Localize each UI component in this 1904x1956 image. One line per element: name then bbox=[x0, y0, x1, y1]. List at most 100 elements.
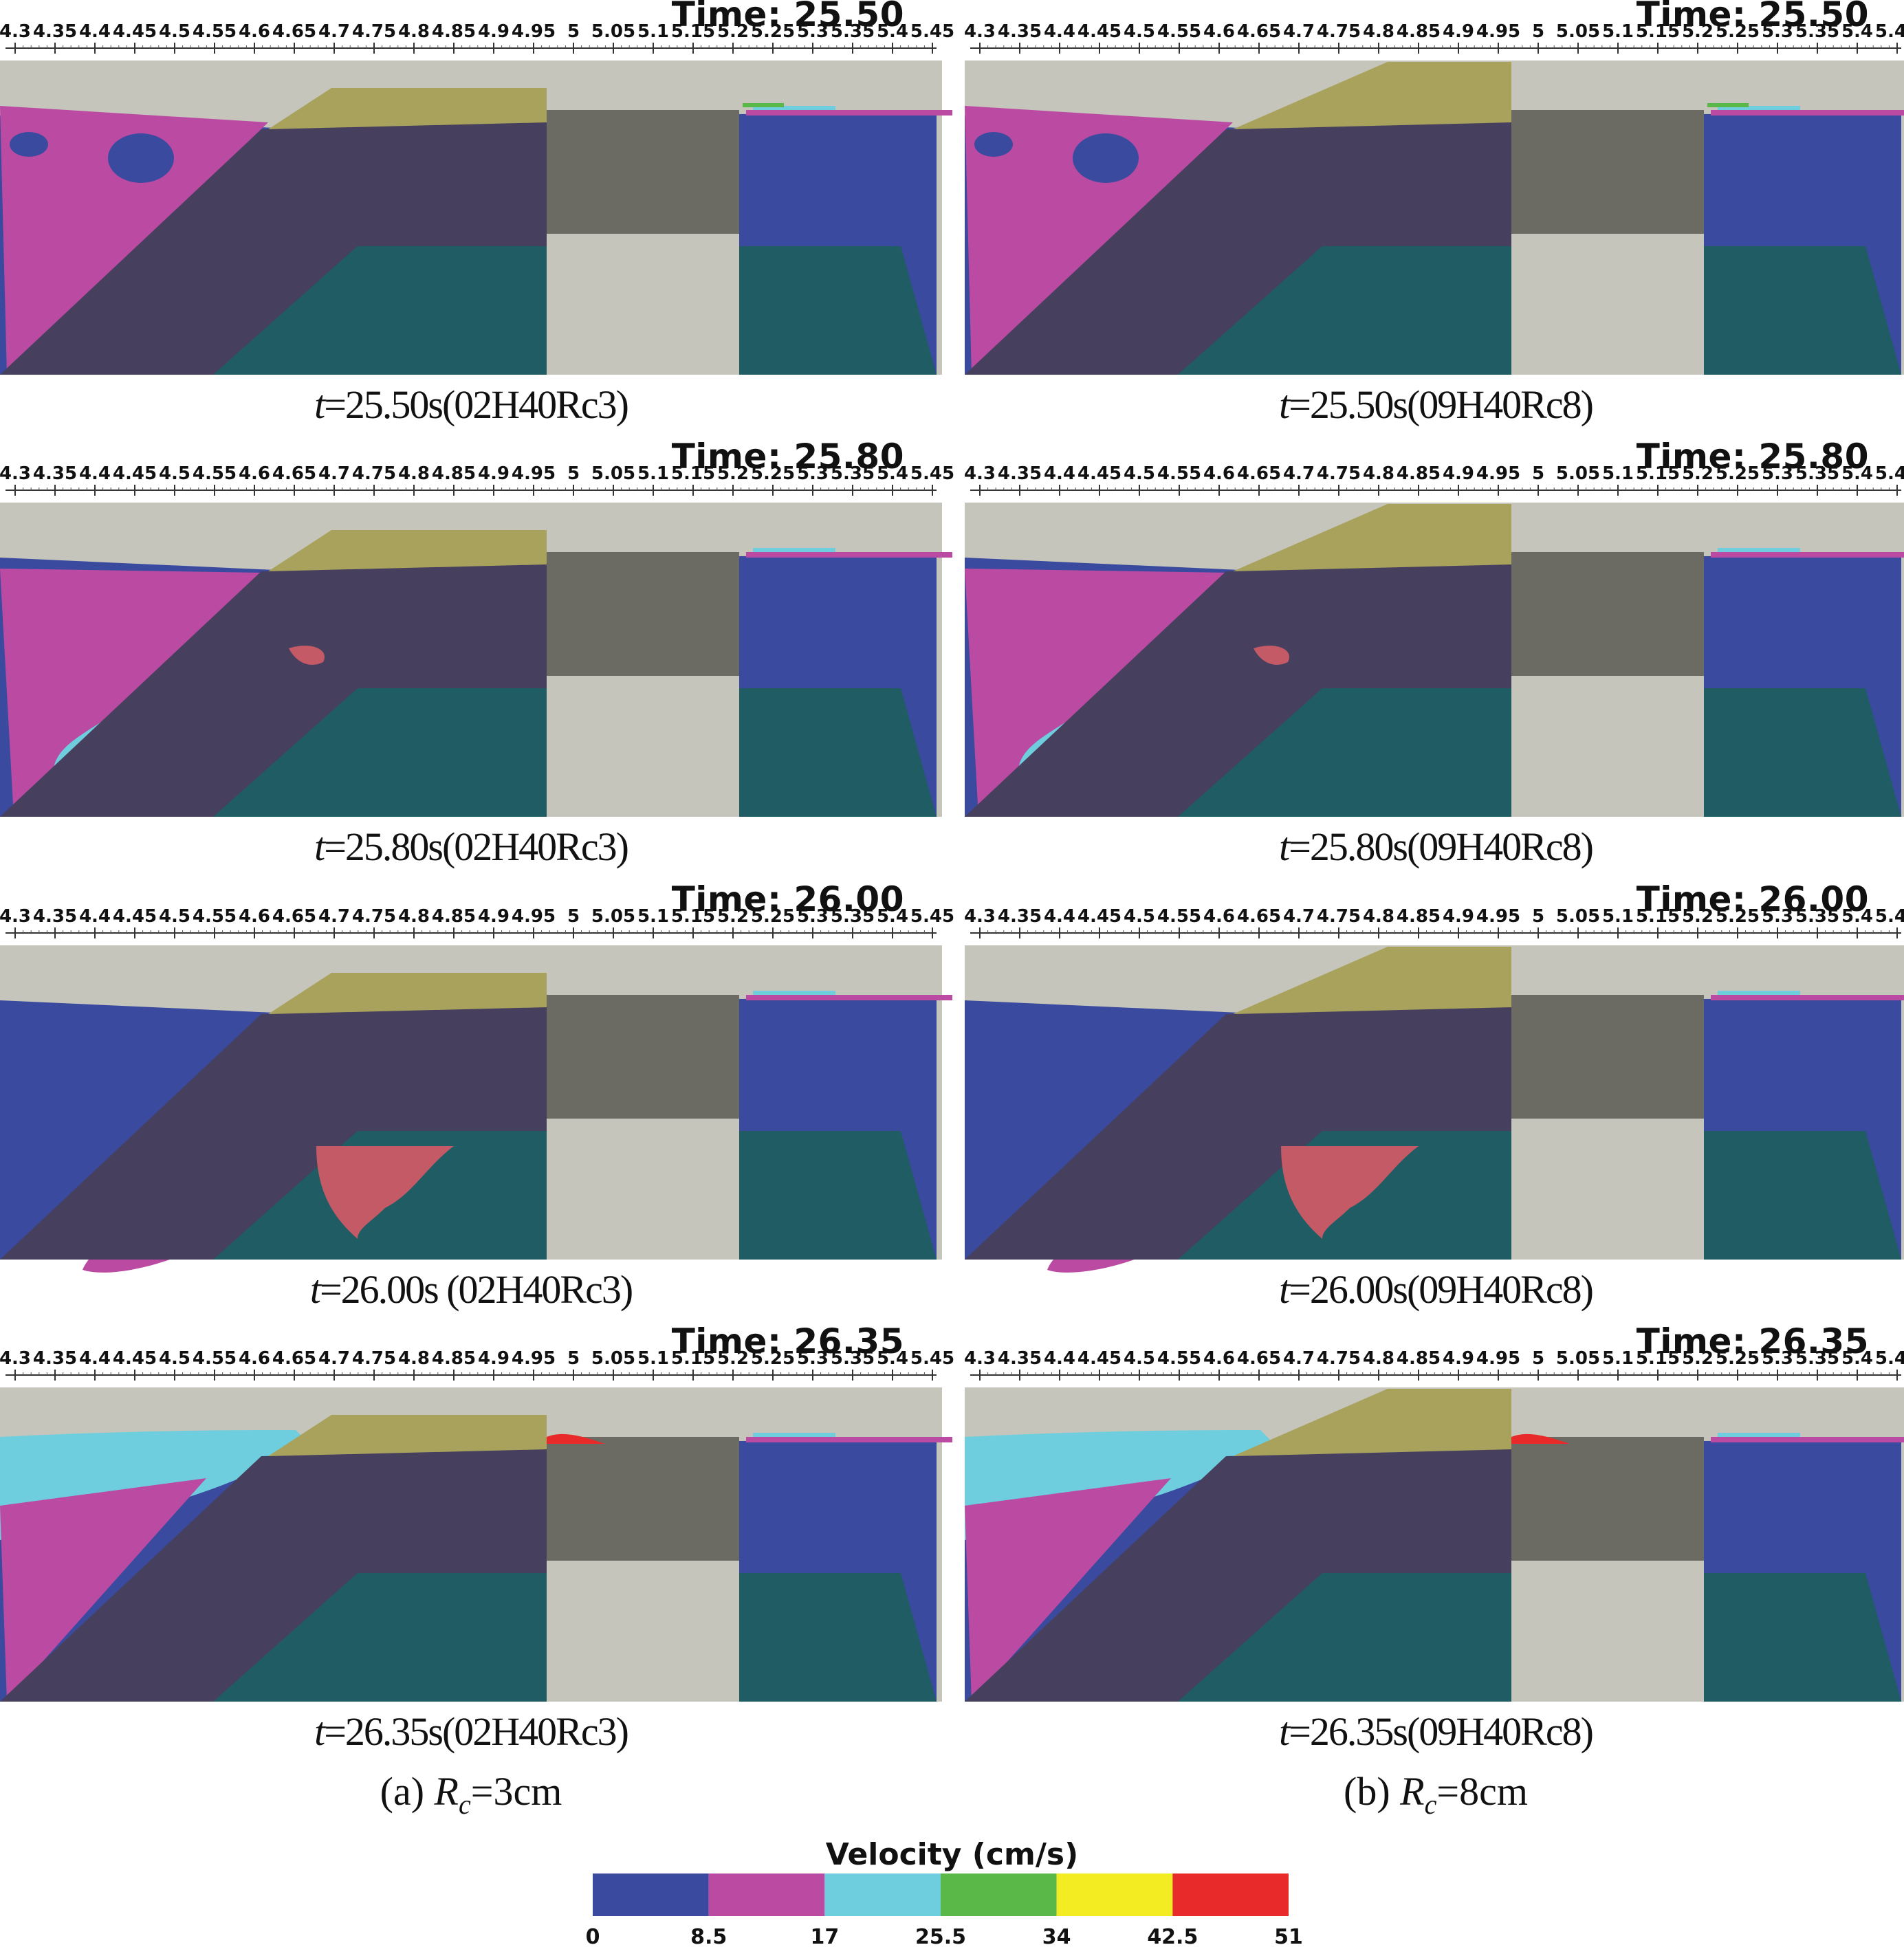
axis-tick-label: 4.75 bbox=[1317, 463, 1361, 484]
axis-tick-label: 5.35 bbox=[1795, 906, 1839, 927]
axis-tick-label: 4.9 bbox=[1443, 21, 1474, 42]
axis-tick-label: 4.65 bbox=[272, 1348, 316, 1369]
axis-tick-label: 4.8 bbox=[1363, 21, 1394, 42]
surface-ripple bbox=[753, 991, 835, 995]
foundation bbox=[1704, 688, 1901, 817]
caption-t: t bbox=[1279, 1267, 1290, 1312]
axis-tick-label: 5.45 bbox=[910, 906, 954, 927]
time-label: Time: 25.80 bbox=[1636, 437, 1869, 476]
axis-tick-label: 5.05 bbox=[1556, 1348, 1600, 1369]
axis-tick-label: 5.1 bbox=[1602, 21, 1634, 42]
velocity-field: 4.3 4.35 4.4 4.45 4.5 4.55 4.6 4.65 4.7 4.75 4.8 4.… bbox=[0, 906, 954, 1273]
red-zone bbox=[547, 1433, 605, 1444]
axis-tick-label: 4.9 bbox=[1443, 906, 1474, 927]
axis-tick-label: 5.25 bbox=[751, 906, 795, 927]
axis-tick-label: 4.6 bbox=[1203, 1348, 1235, 1369]
surface-ripple bbox=[1711, 552, 1904, 558]
surface-ripple bbox=[753, 1433, 835, 1437]
axis-tick-label: 4.8 bbox=[398, 463, 430, 484]
axis-tick-label: 5.35 bbox=[831, 906, 875, 927]
axis-tick-label: 4.3 bbox=[0, 1348, 31, 1369]
axis-tick-label: 4.85 bbox=[1397, 1348, 1441, 1369]
axis-tick-label: 4.4 bbox=[79, 463, 111, 484]
colorbar-tick-label: 17 bbox=[810, 1925, 839, 1949]
caption-text: =26.35s(09H40Rc8) bbox=[1289, 1709, 1594, 1754]
axis-tick-label: 5.15 bbox=[671, 21, 715, 42]
axis-tick-label: 5.35 bbox=[831, 21, 875, 42]
panel-caption: t=25.80s(02H40Rc3) bbox=[0, 824, 942, 870]
foundation bbox=[1178, 246, 1511, 375]
axis-tick-label: 4.5 bbox=[1124, 21, 1155, 42]
axis-tick-label: 5.35 bbox=[1795, 21, 1839, 42]
axis-tick-label: 4.5 bbox=[159, 21, 190, 42]
crest-region bbox=[1233, 947, 1511, 1014]
colorbar-tick-label: 0 bbox=[586, 1925, 600, 1949]
axis-tick-label: 4.7 bbox=[1283, 1348, 1315, 1369]
axis-tick-label: 4.5 bbox=[159, 906, 190, 927]
axis-tick-label: 4.45 bbox=[113, 21, 157, 42]
column-label-a: (a) Rc=3cm bbox=[0, 1768, 942, 1822]
axis-tick-label: 4.4 bbox=[79, 1348, 111, 1369]
axis-tick-label: 5.2 bbox=[717, 463, 749, 484]
axis-tick-label: 4.7 bbox=[318, 906, 350, 927]
axis-tick-label: 4.6 bbox=[1203, 21, 1235, 42]
axis-tick-label: 4.9 bbox=[1443, 1348, 1474, 1369]
salmon-zone bbox=[1254, 646, 1289, 665]
colorbar-tick-label: 25.5 bbox=[915, 1925, 966, 1949]
axis-tick-label: 5 bbox=[1532, 1348, 1544, 1369]
axis-tick-label: 5.2 bbox=[1682, 21, 1714, 42]
colorbar-tick-label: 42.5 bbox=[1147, 1925, 1198, 1949]
axis-tick-label: 5 bbox=[567, 906, 580, 927]
axis-tick-label: 4.7 bbox=[1283, 906, 1315, 927]
axis-tick-label: 4.6 bbox=[239, 1348, 270, 1369]
surface-ripple bbox=[1711, 995, 1904, 1000]
axis-tick-label: 5.4 bbox=[877, 1348, 908, 1369]
colorbar-swatch bbox=[708, 1873, 825, 1916]
column-label-a-prefix: (a) bbox=[380, 1769, 435, 1814]
axis-tick-label: 4.9 bbox=[478, 21, 510, 42]
axis-tick-label: 5.2 bbox=[1682, 463, 1714, 484]
axis-tick-label: 5.05 bbox=[591, 21, 635, 42]
axis-tick-label: 5.15 bbox=[1636, 21, 1680, 42]
axis-tick-label: 4.8 bbox=[1363, 906, 1394, 927]
axis-tick-label: 5.45 bbox=[1875, 21, 1904, 42]
axis-tick-label: 4.7 bbox=[318, 21, 350, 42]
foundation bbox=[1704, 246, 1901, 375]
axis-tick-label: 4.4 bbox=[1044, 21, 1075, 42]
caption-text: =26.35s(02H40Rc3) bbox=[324, 1709, 629, 1754]
axis-tick-label: 5.05 bbox=[591, 463, 635, 484]
axis-tick-label: 4.75 bbox=[1317, 1348, 1361, 1369]
axis-tick-label: 4.35 bbox=[998, 463, 1042, 484]
axis-tick-label: 4.45 bbox=[113, 1348, 157, 1369]
axis-tick-label: 4.5 bbox=[159, 463, 190, 484]
foundation bbox=[213, 1573, 547, 1702]
simulation-panel: Time: 25.80 4.3 4.35 4.4 4.45 4.5 4.55 4.6 4.65 4… bbox=[0, 437, 954, 886]
velocity-field: 4.3 4.35 4.4 4.45 4.5 4.55 4.6 4.65 4.7 4.75 4.8 4.… bbox=[0, 463, 954, 817]
axis-tick-label: 5.25 bbox=[751, 1348, 795, 1369]
axis-tick-label: 5.25 bbox=[1716, 906, 1760, 927]
axis-tick-label: 4.6 bbox=[239, 463, 270, 484]
foundation bbox=[1178, 1573, 1511, 1702]
axis-tick-label: 5.05 bbox=[1556, 21, 1600, 42]
axis-tick-label: 5.45 bbox=[910, 21, 954, 42]
axis-tick-label: 5.3 bbox=[797, 21, 829, 42]
axis-tick-label: 5.25 bbox=[1716, 463, 1760, 484]
axis-tick-label: 4.85 bbox=[432, 463, 476, 484]
axis-tick-label: 4.75 bbox=[352, 1348, 396, 1369]
velocity-field: 4.3 4.35 4.4 4.45 4.5 4.55 4.6 4.65 4.7 4.75 4.8 4.… bbox=[964, 906, 1904, 1273]
axis-tick-label: 4.95 bbox=[1476, 1348, 1520, 1369]
colorbar-tick-label: 34 bbox=[1042, 1925, 1071, 1949]
axis-tick-label: 4.65 bbox=[272, 21, 316, 42]
axis-tick-label: 4.3 bbox=[964, 21, 996, 42]
crest-region bbox=[268, 973, 547, 1014]
surface-ripple bbox=[743, 103, 784, 107]
axis-tick-label: 4.95 bbox=[1476, 906, 1520, 927]
axis-tick-label: 5.1 bbox=[637, 463, 669, 484]
axis-tick-label: 4.35 bbox=[33, 463, 77, 484]
axis-tick-label: 5.45 bbox=[1875, 463, 1904, 484]
axis-tick-label: 5.35 bbox=[831, 1348, 875, 1369]
foundation bbox=[1704, 1131, 1901, 1260]
simulation-panel: Time: 26.00 4.3 4.35 4.4 4.45 4.5 4.55 4.6 4.65 4… bbox=[964, 879, 1904, 1328]
velocity-field: 4.3 4.35 4.4 4.45 4.5 4.55 4.6 4.65 4.7 4.75 4.8 4.… bbox=[964, 21, 1904, 375]
foundation bbox=[739, 688, 937, 817]
